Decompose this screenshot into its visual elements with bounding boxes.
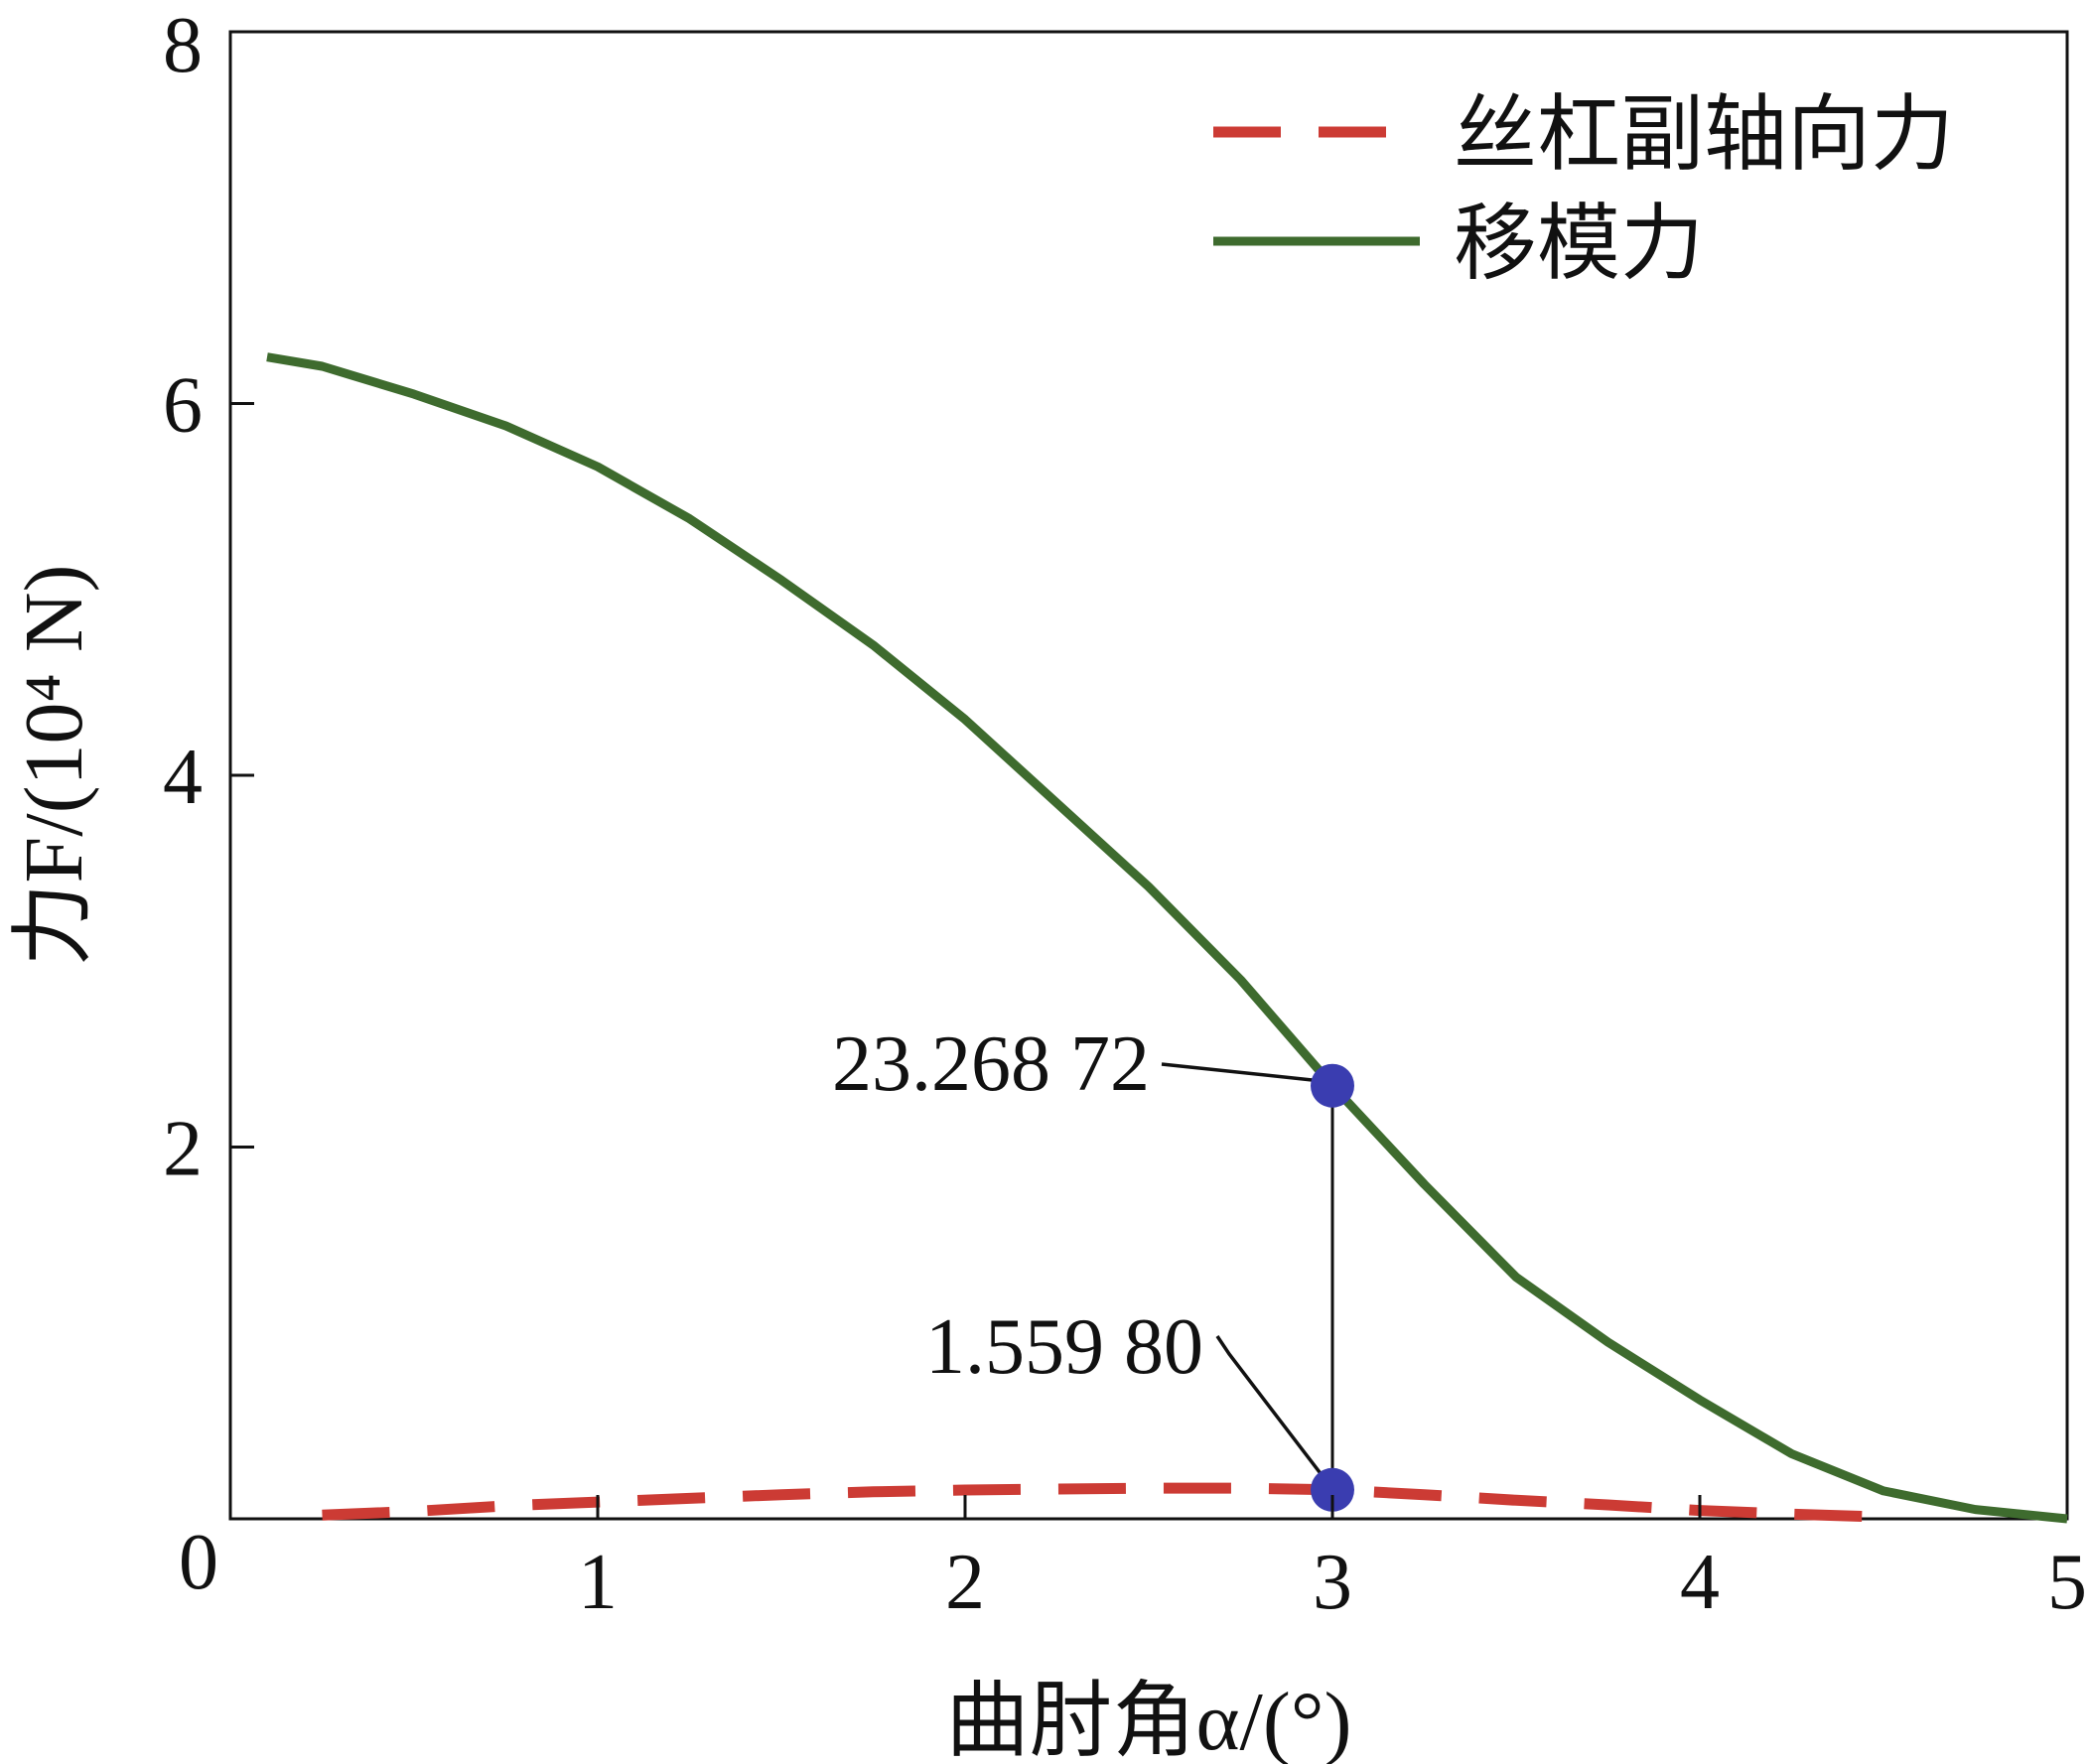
y-tick-label: 6 [163,362,203,450]
x-tick-label: 3 [1313,1539,1352,1626]
x-axis-title: 曲肘角α/(°) [946,1676,1352,1764]
x-tick-label: 4 [1680,1539,1720,1626]
x-tick-label: 1 [578,1539,618,1626]
annotation-leader [1161,1062,1329,1084]
data-marker [1311,1467,1354,1512]
series-line-0 [322,1482,1884,1523]
y-tick-label: 2 [163,1106,203,1193]
annotation-layer: 23.268 72 1.559 80 [832,1020,1354,1512]
series-layer [266,352,2068,1524]
data-marker [1311,1063,1354,1108]
plot-layer [228,30,2069,1521]
legend-label: 移模力 [1454,199,1704,291]
annotation-leader [1215,1335,1330,1485]
annotation-label: 23.268 72 [832,1020,1150,1108]
x-tick-label: 0 [179,1519,218,1606]
series-line-1 [266,352,2068,1524]
x-tick-label: 5 [2047,1539,2087,1626]
y-tick-label: 8 [163,2,203,89]
plot-frame [228,30,2069,1521]
annotation-label: 1.559 80 [925,1303,1203,1391]
y-tick-label: 4 [163,734,203,821]
legend-label: 丝杠副轴向力 [1454,89,1954,182]
x-tick-label: 2 [945,1539,985,1626]
y-axis-title: 力F/(10⁴ N) [8,565,100,967]
axis-layer: 0 1 2 3 4 5 2 4 6 8 曲肘角α/(°) 力F/(10⁴ N) [8,2,2087,1764]
